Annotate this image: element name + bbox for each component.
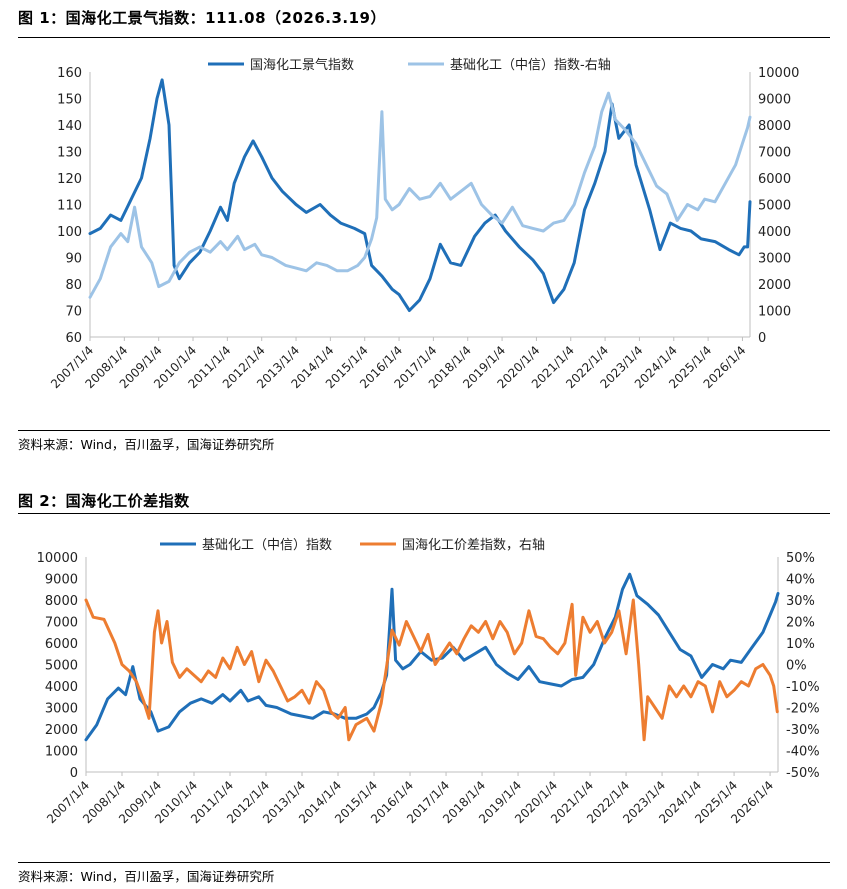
series-line-2 xyxy=(88,91,752,299)
y-right-tick-label: 9000 xyxy=(758,93,791,108)
y-right-tick-label: 6000 xyxy=(758,172,791,187)
y-right-tick-label: -50% xyxy=(786,766,820,781)
y-right-tick-label: 10% xyxy=(786,637,815,652)
y-left-tick-label: 4000 xyxy=(45,680,78,695)
legend-label-1: 基础化工（中信）指数 xyxy=(202,538,332,553)
y-left-tick-label: 1000 xyxy=(45,745,78,760)
y-left-tick-label: 60 xyxy=(65,331,82,346)
y-right-tick-label: 5000 xyxy=(758,199,791,214)
y-left-tick-label: 140 xyxy=(57,119,82,134)
figure1-top-rule xyxy=(18,37,830,38)
y-right-tick-label: -10% xyxy=(786,680,820,695)
y-left-tick-label: 130 xyxy=(57,146,82,161)
y-right-tick-label: 30% xyxy=(786,594,815,609)
y-right-tick-label: 3000 xyxy=(758,252,791,267)
y-right-tick-label: 7000 xyxy=(758,146,791,161)
figure2-bottom-rule xyxy=(18,862,830,863)
legend-label-1: 国海化工景气指数 xyxy=(250,57,354,73)
y-right-tick-label: 4000 xyxy=(758,225,791,240)
y-right-tick-label: 40% xyxy=(786,573,815,588)
y-right-tick-label: 2000 xyxy=(758,278,791,293)
y-right-tick-label: 20% xyxy=(786,616,815,631)
y-right-tick-label: 1000 xyxy=(758,305,791,320)
figure2-top-rule xyxy=(18,513,830,514)
y-right-tick-label: 0 xyxy=(758,331,766,346)
series-line-1 xyxy=(88,78,752,312)
y-left-tick-label: 80 xyxy=(65,278,82,293)
y-left-tick-label: 150 xyxy=(57,93,82,108)
y-left-tick-label: 5000 xyxy=(45,659,78,674)
figure2-source: 资料来源：Wind，百川盈孚，国海证券研究所 xyxy=(18,869,275,884)
y-left-tick-label: 90 xyxy=(65,252,82,267)
y-left-tick-label: 10000 xyxy=(37,551,78,566)
y-right-tick-label: -40% xyxy=(786,745,820,760)
y-left-tick-label: 70 xyxy=(65,305,82,320)
y-left-tick-label: 6000 xyxy=(45,637,78,652)
y-left-tick-label: 0 xyxy=(70,766,78,781)
legend-label-2: 基础化工（中信）指数-右轴 xyxy=(450,58,611,73)
y-right-tick-label: 8000 xyxy=(758,119,791,134)
legend-label-2: 国海化工价差指数，右轴 xyxy=(402,538,545,553)
y-right-tick-label: 50% xyxy=(786,551,815,566)
figure1-chart: 60 70 80 90 100 110 120 130 140 150 160 0 1000 2000 30… xyxy=(48,57,799,391)
y-left-tick-label: 2000 xyxy=(45,723,78,738)
y-left-tick-label: 160 xyxy=(57,66,82,81)
y-right-tick-label: -20% xyxy=(786,702,820,717)
y-left-tick-label: 100 xyxy=(57,225,82,240)
y-left-tick-label: 8000 xyxy=(45,594,78,609)
y-right-tick-label: -30% xyxy=(786,723,820,738)
y-left-tick-label: 110 xyxy=(57,199,82,214)
y-left-tick-label: 7000 xyxy=(45,616,78,631)
series-line-2 xyxy=(84,598,779,742)
y-left-tick-label: 120 xyxy=(57,172,82,187)
figure1-source: 资料来源：Wind，百川盈孚，国海证券研究所 xyxy=(18,437,275,452)
y-right-tick-label: 0% xyxy=(786,659,807,674)
figure1-title: 图 1：国海化工景气指数：111.08（2026.3.19） xyxy=(18,9,386,27)
figure2-title: 图 2：国海化工价差指数 xyxy=(18,492,190,510)
y-left-tick-label: 9000 xyxy=(45,573,78,588)
y-left-tick-label: 3000 xyxy=(45,702,78,717)
y-right-tick-label: 10000 xyxy=(758,66,799,81)
figure1-bottom-rule xyxy=(18,430,830,431)
